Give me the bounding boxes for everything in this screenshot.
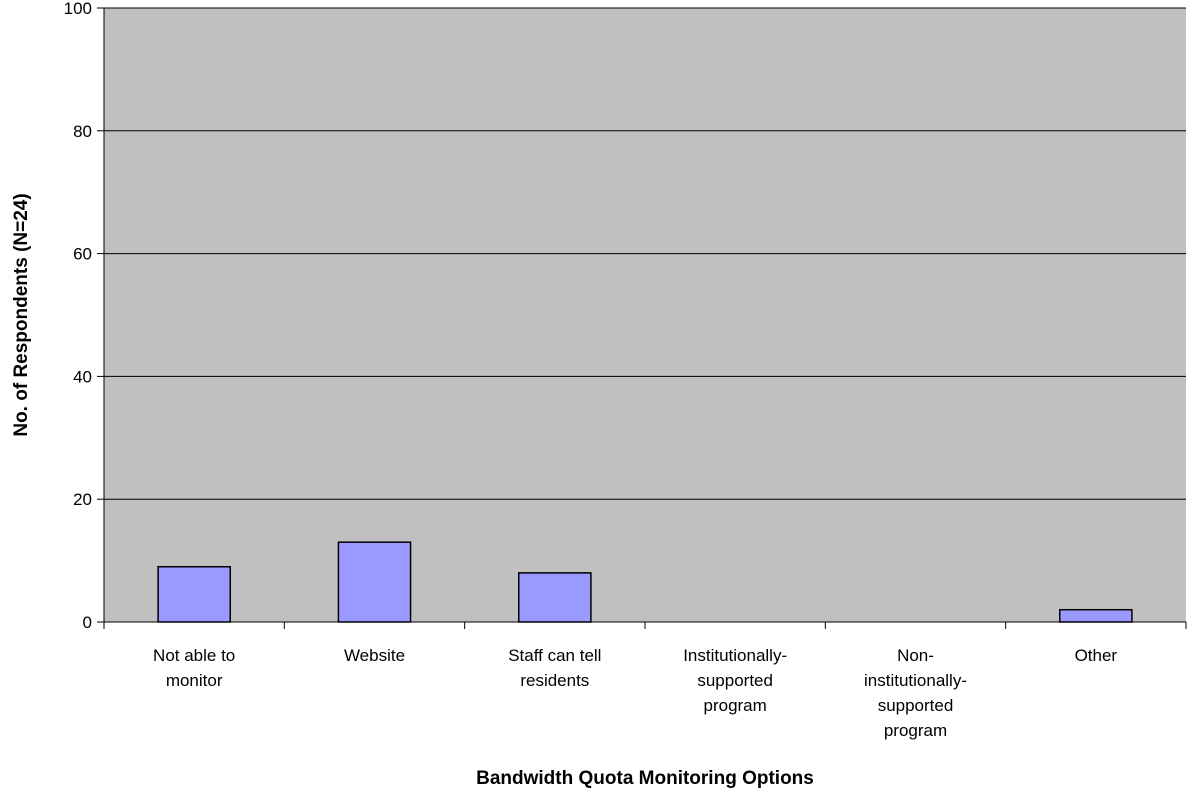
axes xyxy=(97,7,1187,629)
bar xyxy=(157,565,231,623)
x-category-label: Institutionally-supported program xyxy=(683,646,787,715)
x-category-label-line: institutionally- xyxy=(864,671,967,690)
bar xyxy=(518,572,592,623)
bar xyxy=(1059,608,1133,623)
gridlines xyxy=(104,7,1186,500)
x-category-label: Website xyxy=(344,646,405,665)
x-category-label-line: monitor xyxy=(166,671,223,690)
x-category-label-line: Website xyxy=(344,646,405,665)
y-tick-labels: 0 20 40 60 80 100 xyxy=(64,0,92,632)
bar xyxy=(337,541,412,623)
x-category-label: Other xyxy=(1075,646,1118,665)
y-tick-label: 20 xyxy=(73,490,92,509)
x-category-label: Non-institutionally-supported program xyxy=(864,646,967,740)
x-axis-title: Bandwidth Quota Monitoring Options xyxy=(476,768,814,789)
x-category-label: Not able to monitor xyxy=(153,646,235,690)
x-category-label-line: residents xyxy=(520,671,589,690)
x-category-label-line: Non- xyxy=(897,646,934,665)
x-category-label-line: Not able to xyxy=(153,646,235,665)
x-category-labels: Not able to monitor Website Staff can tell r… xyxy=(153,646,1117,740)
y-tick-label: 80 xyxy=(73,122,92,141)
y-tick-label: 60 xyxy=(73,245,92,264)
plot-area xyxy=(104,8,1186,622)
y-tick-label: 0 xyxy=(83,613,92,632)
y-axis-title: No. of Respondents (N=24) xyxy=(11,193,32,436)
x-category-label-line: program xyxy=(704,696,767,715)
x-category-label-line: supported xyxy=(697,671,773,690)
x-category-label-line: Other xyxy=(1075,646,1118,665)
x-category-label: Staff can tell residents xyxy=(508,646,601,690)
x-category-label-line: Staff can tell xyxy=(508,646,601,665)
y-tick-label: 40 xyxy=(73,367,92,386)
x-category-label-line: supported xyxy=(878,696,954,715)
x-category-label-line: program xyxy=(884,721,947,740)
x-category-label-line: Institutionally- xyxy=(683,646,787,665)
y-tick-label: 100 xyxy=(64,0,92,18)
